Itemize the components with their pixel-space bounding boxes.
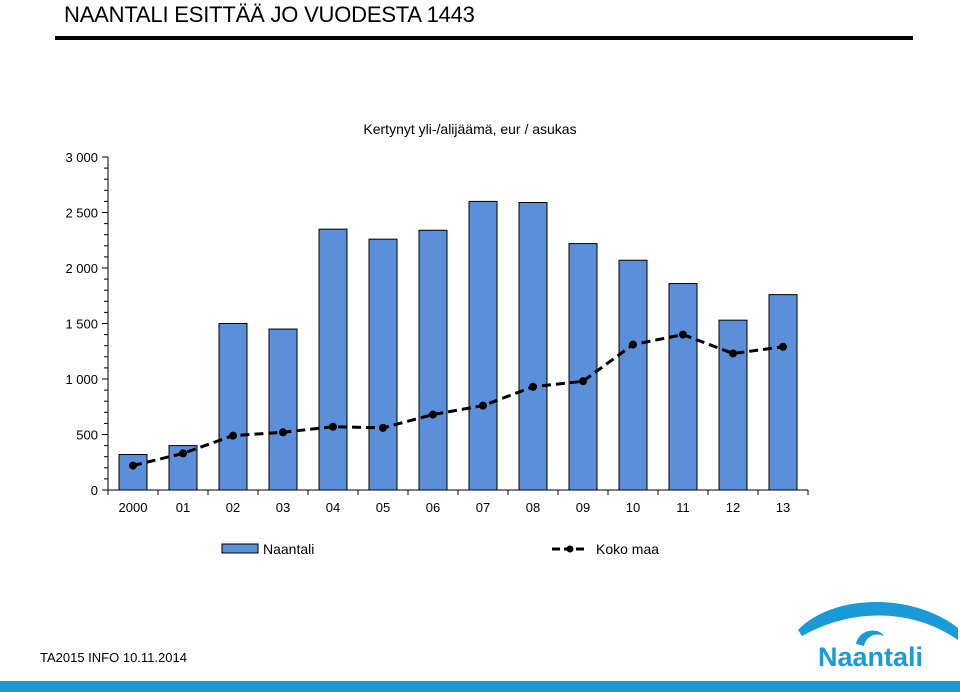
y-tick-label: 2 500: [65, 206, 98, 221]
line-point-02: [229, 431, 237, 440]
bar-02: [218, 323, 248, 491]
legend-label-naantali: Naantali: [263, 541, 314, 557]
x-tick-label: 02: [226, 500, 240, 515]
naantali-logo: Naantali: [798, 601, 958, 672]
legend-label-koko-maa: Koko maa: [596, 541, 659, 557]
x-tick-label: 07: [476, 500, 490, 515]
line-point-09: [579, 377, 587, 386]
footer-text: TA2015 INFO 10.11.2014: [40, 650, 187, 665]
line-point-10: [629, 340, 637, 349]
bar-04: [318, 228, 348, 491]
bar-10: [618, 259, 648, 491]
x-axis-ticks: 2000 01 02 03 04 05 06 07 08 09 10 11 12 13: [107, 490, 809, 515]
bar-13: [768, 294, 798, 491]
bar-06: [418, 229, 448, 491]
line-series-koko-maa: [129, 330, 787, 470]
bottom-accent-bar: [0, 681, 960, 692]
title-divider: [55, 36, 913, 40]
line-point-04: [329, 422, 337, 431]
y-tick-label: 3 000: [65, 150, 98, 165]
x-tick-label: 13: [776, 500, 790, 515]
chart-title: Kertynyt yli-/alijäämä, eur / asukas: [363, 121, 576, 137]
x-tick-label: 09: [576, 500, 590, 515]
bar-11: [668, 283, 698, 491]
bar-2000: [118, 453, 148, 491]
x-tick-label: 01: [176, 500, 190, 515]
line-point-01: [179, 449, 187, 458]
bar-line-chart: Kertynyt yli-/alijäämä, eur / asukas 050…: [65, 121, 809, 557]
x-tick-label: 05: [376, 500, 390, 515]
bar-07: [468, 200, 498, 491]
line-point-05: [379, 423, 387, 432]
x-tick-label: 12: [726, 500, 740, 515]
legend-swatch-naantali: [221, 543, 259, 554]
logo-text: Naantali: [818, 642, 923, 672]
line-point-06: [429, 410, 437, 419]
bar-series-naantali: [118, 200, 798, 491]
y-tick-label: 1 500: [65, 317, 98, 332]
y-tick-label: 2 000: [65, 261, 98, 276]
line-point-12: [729, 349, 737, 358]
bar-05: [368, 238, 398, 491]
y-tick-label: 500: [76, 428, 98, 443]
x-tick-label: 08: [526, 500, 540, 515]
logo-wave-icon: [798, 601, 958, 640]
logo-swirl-icon: [856, 630, 884, 646]
line-point-07: [479, 401, 487, 410]
line-point-08: [529, 382, 537, 391]
legend: Naantali Koko maa: [221, 541, 659, 557]
x-tick-label: 10: [626, 500, 640, 515]
x-tick-label: 06: [426, 500, 440, 515]
line-point-11: [679, 330, 687, 339]
x-tick-label: 11: [676, 500, 690, 515]
bar-12: [718, 319, 748, 491]
x-tick-label: 2000: [119, 500, 148, 515]
bar-09: [568, 243, 598, 491]
bar-03: [268, 328, 298, 491]
line-point-13: [779, 342, 787, 351]
line-path-koko-maa: [132, 333, 784, 468]
legend-marker-koko-maa: [566, 545, 574, 553]
line-point-03: [279, 428, 287, 437]
y-tick-label: 0: [91, 483, 98, 498]
line-point-2000: [129, 461, 137, 470]
bar-08: [518, 202, 548, 491]
x-tick-label: 04: [326, 500, 340, 515]
y-axis-ticks: 0 500 1 000 1 500 2 000 2 500 3 000: [65, 150, 108, 498]
slide-title: NAANTALI ESITTÄÄ JO VUODESTA 1443: [64, 2, 475, 27]
y-tick-label: 1 000: [65, 372, 98, 387]
x-tick-label: 03: [276, 500, 290, 515]
